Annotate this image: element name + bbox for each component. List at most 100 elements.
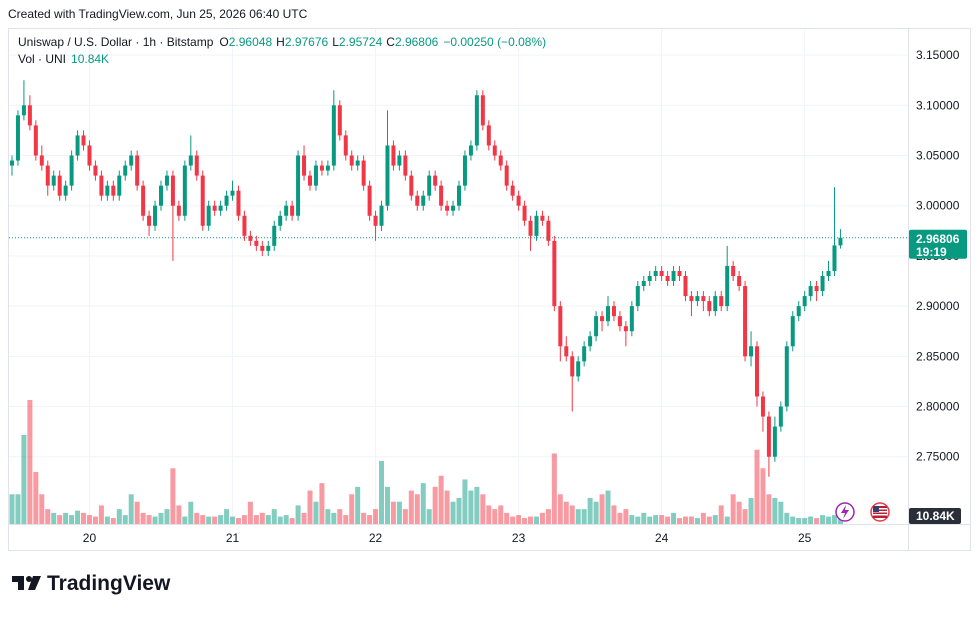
volume-bar — [754, 449, 760, 524]
volume-bar — [653, 515, 659, 524]
volume-bar — [27, 400, 33, 524]
candle-body — [296, 155, 301, 216]
volume-bar — [814, 518, 820, 524]
volume-bar — [253, 515, 259, 524]
y-tick-label: 2.90000 — [916, 299, 960, 313]
candle-body — [391, 145, 396, 166]
candle-body — [188, 155, 193, 166]
volume-bar — [516, 515, 522, 524]
candle-body — [159, 185, 163, 206]
candle-body — [498, 155, 503, 166]
volume-bar — [212, 516, 218, 524]
candle-body — [224, 195, 229, 206]
candle-body — [433, 175, 438, 186]
volume-bar — [384, 486, 390, 524]
x-tick-label: 25 — [798, 531, 812, 545]
volume-bar — [641, 512, 647, 524]
volume-bar — [593, 501, 599, 524]
candle-body — [725, 265, 730, 307]
volume-bar — [200, 515, 206, 524]
candle-body — [69, 155, 74, 186]
candle-body — [254, 240, 259, 246]
candle-body — [623, 326, 628, 332]
volume-bar — [349, 494, 355, 524]
candle-body — [10, 160, 14, 166]
candle-body — [290, 205, 295, 216]
legend-text: L — [332, 35, 339, 49]
candle-body — [15, 115, 20, 161]
volume-bar — [361, 512, 367, 524]
candle-body — [653, 270, 658, 276]
volume-bar — [63, 512, 69, 524]
legend-text: H — [276, 35, 285, 49]
volume-bar — [230, 516, 236, 524]
volume-bar — [122, 515, 128, 524]
volume-bar — [218, 515, 224, 524]
volume-bar — [808, 516, 814, 524]
volume-layer — [9, 400, 843, 524]
candle-body — [695, 296, 700, 302]
candle-body — [439, 185, 444, 206]
axes: 3.150003.100003.050003.000002.950002.900… — [9, 48, 967, 545]
volume-bar — [438, 475, 444, 524]
volume-bar — [826, 516, 832, 524]
y-tick-label: 2.80000 — [916, 400, 960, 414]
candle-body — [451, 205, 456, 211]
legend-text: Vol · UNI — [18, 52, 66, 66]
candle-body — [331, 105, 336, 166]
volume-bar — [563, 501, 569, 524]
candle-body — [212, 205, 217, 211]
candle-body — [123, 165, 128, 176]
candle-body — [135, 155, 140, 186]
volume-bar — [81, 512, 87, 524]
candle-body — [719, 296, 724, 307]
candle-body — [457, 185, 461, 206]
legend-text: 2.96806 — [395, 35, 439, 49]
y-tick-label: 3.00000 — [916, 199, 960, 213]
volume-bar — [408, 490, 414, 524]
volume-bar — [379, 460, 385, 524]
volume-bar — [796, 518, 802, 524]
volume-bar — [414, 494, 420, 524]
volume-bar — [9, 494, 15, 524]
volume-bar — [784, 512, 790, 524]
candle-body — [808, 286, 813, 297]
candle-body — [153, 205, 158, 226]
candle-body — [647, 275, 652, 282]
volume-bar — [772, 498, 778, 524]
volume-bar — [432, 486, 438, 524]
candle-body — [39, 155, 44, 166]
volume-bar — [390, 501, 396, 524]
volume-bar — [45, 509, 51, 524]
candle-body — [278, 215, 283, 226]
candle-body — [516, 195, 521, 206]
candle-body — [707, 301, 712, 312]
candle-layer — [10, 80, 843, 477]
candle-body — [99, 175, 104, 196]
candle-body — [743, 286, 748, 357]
candle-body — [164, 175, 169, 186]
volume-bar — [134, 501, 140, 524]
countdown-label: 19:19 — [916, 245, 947, 259]
volume-bar — [480, 494, 486, 524]
candle-body — [606, 306, 610, 322]
candle-body — [737, 275, 742, 287]
candle-body — [445, 205, 450, 211]
candle-body — [582, 346, 587, 362]
logo-dot — [26, 576, 32, 582]
candle-body — [284, 205, 289, 216]
candle-body — [218, 205, 223, 211]
candle-body — [415, 195, 420, 206]
candle-body — [510, 185, 515, 196]
candle-body — [677, 270, 682, 276]
legend-text: O — [219, 35, 228, 49]
volume-bar — [373, 509, 379, 524]
volume-bar — [778, 501, 784, 524]
volume-bar — [319, 483, 325, 524]
candle-body — [147, 215, 152, 226]
candle-body — [683, 275, 688, 297]
x-tick-label: 24 — [655, 531, 669, 545]
volume-bar — [295, 505, 301, 524]
candle-body — [81, 135, 86, 146]
candle-body — [784, 346, 789, 407]
